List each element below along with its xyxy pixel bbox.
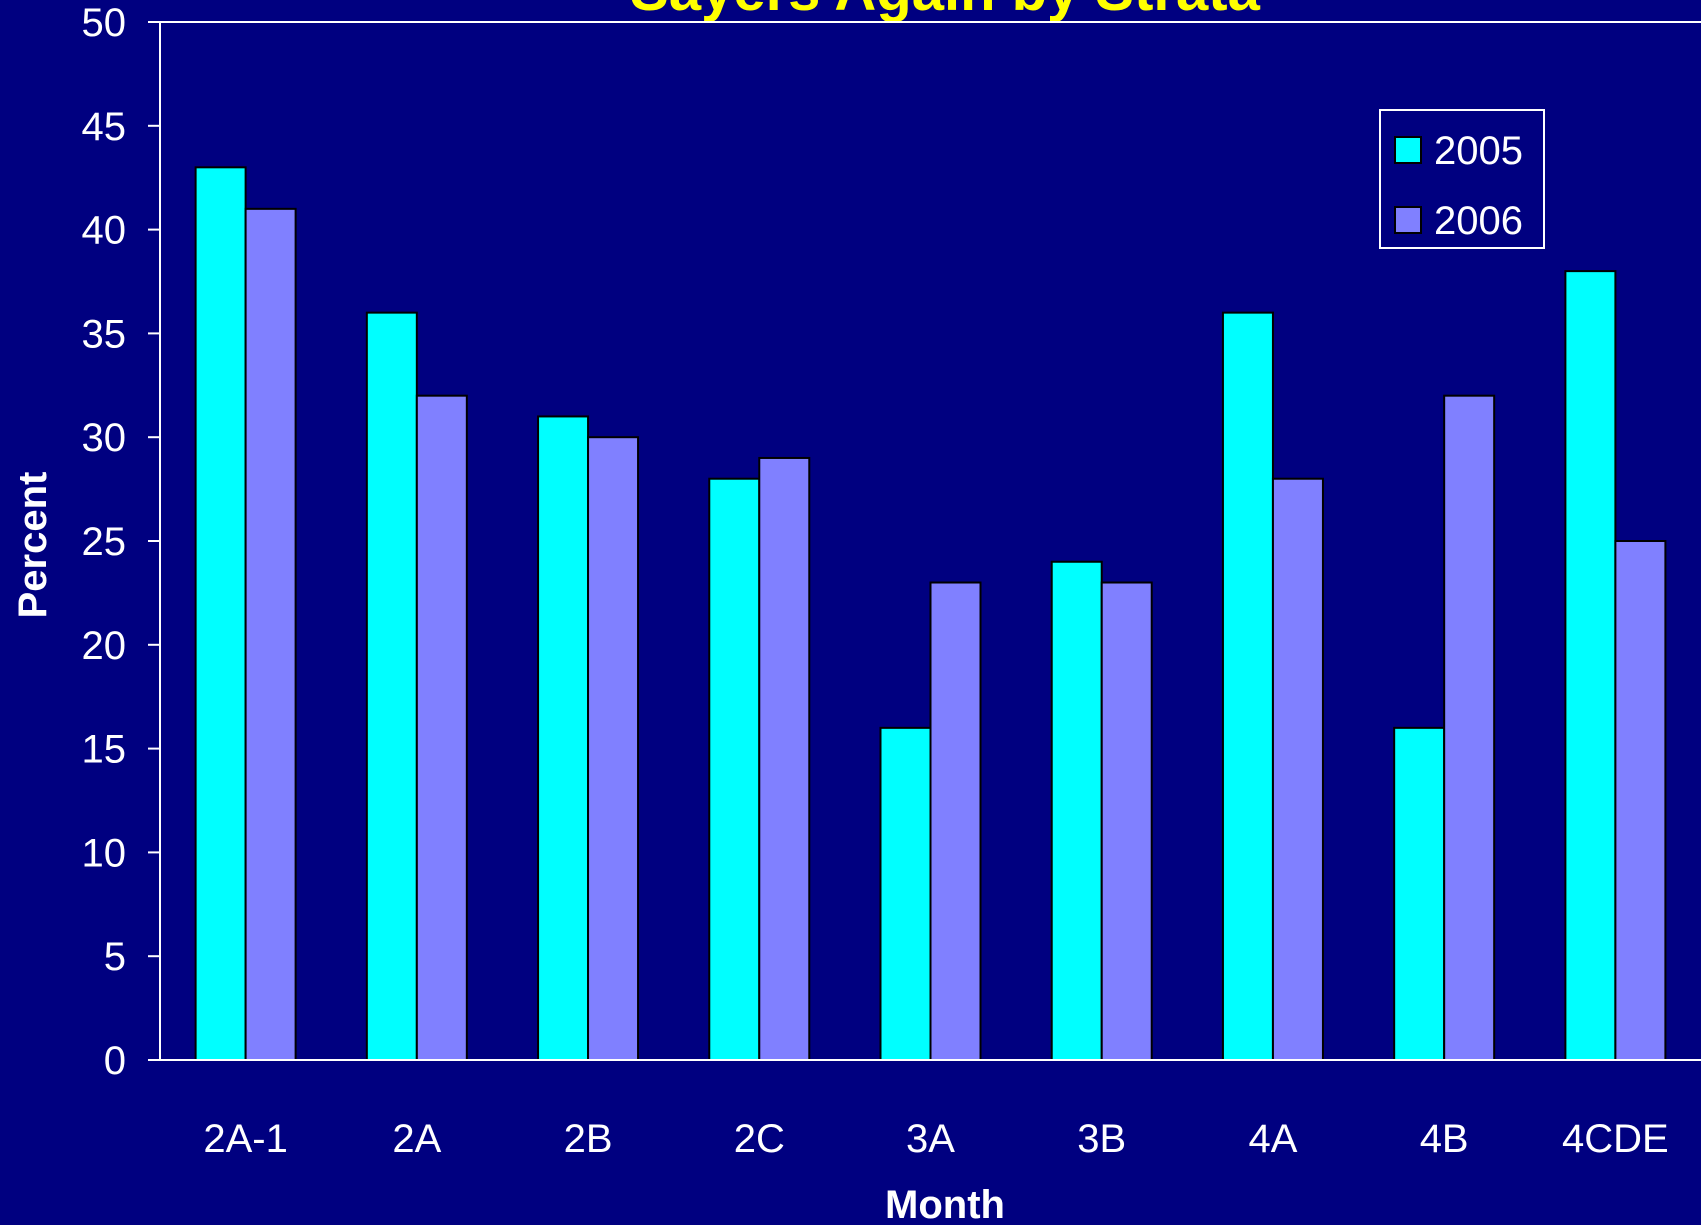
x-tick-label: 3B bbox=[1077, 1117, 1126, 1161]
legend-swatch-2005 bbox=[1394, 136, 1422, 164]
y-tick-label: 10 bbox=[82, 831, 127, 875]
bar-2005-2C bbox=[708, 477, 761, 1062]
y-tick-label: 0 bbox=[104, 1039, 126, 1083]
plot-area: 2A-1 2A 2B 2C 3A 3B 4A 4B 4CDE 0 5 10 15 20 25 30 35 40 45… bbox=[82, 1, 1701, 1161]
bar-2006-3A bbox=[929, 581, 982, 1062]
legend: 2005 2006 bbox=[1379, 109, 1545, 249]
bar-2006-2C bbox=[758, 456, 811, 1061]
legend-label-2006: 2006 bbox=[1434, 199, 1523, 243]
bar-2005-2A-1 bbox=[194, 166, 247, 1061]
legend-swatch-2006 bbox=[1394, 206, 1422, 234]
y-tick-label: 45 bbox=[82, 105, 127, 149]
x-tick-label: 2A-1 bbox=[203, 1117, 288, 1161]
bar-2005-3B bbox=[1050, 560, 1103, 1061]
y-tick-label: 50 bbox=[82, 1, 127, 45]
bar-2006-4CDE bbox=[1614, 540, 1667, 1061]
x-tick-label: 4B bbox=[1420, 1117, 1469, 1161]
bar-2006-2B bbox=[587, 436, 640, 1061]
x-tick-label: 2A bbox=[392, 1117, 441, 1161]
x-tick-label: 4A bbox=[1248, 1117, 1297, 1161]
y-tick-label: 20 bbox=[82, 624, 127, 668]
y-axis-title: Percent bbox=[11, 472, 55, 619]
x-tick-label: 2B bbox=[564, 1117, 613, 1161]
x-axis-title: Month bbox=[885, 1183, 1005, 1225]
bar-2006-2A-1 bbox=[244, 207, 297, 1061]
y-tick-label: 30 bbox=[82, 416, 127, 460]
bar-2005-2A bbox=[365, 311, 418, 1061]
bar-2005-4CDE bbox=[1564, 270, 1617, 1061]
y-tick-label: 40 bbox=[82, 209, 127, 253]
x-tick-label: 4CDE bbox=[1562, 1117, 1669, 1161]
bar-2005-4A bbox=[1221, 311, 1274, 1061]
y-tick-label: 15 bbox=[82, 728, 127, 772]
bar-2006-2A bbox=[415, 394, 468, 1061]
bar-2006-4A bbox=[1271, 477, 1324, 1062]
bar-2006-3B bbox=[1100, 581, 1153, 1062]
y-tick-label: 25 bbox=[82, 520, 127, 564]
bar-2006-4B bbox=[1443, 394, 1496, 1061]
bar-2005-4B bbox=[1393, 726, 1446, 1062]
x-tick-label: 2C bbox=[734, 1117, 785, 1161]
y-tick-label: 5 bbox=[104, 935, 126, 979]
x-tick-label: 3A bbox=[906, 1117, 955, 1161]
legend-label-2005: 2005 bbox=[1434, 129, 1523, 173]
chart-title: Sayers Again by Strata bbox=[630, 0, 1260, 23]
bar-2005-3A bbox=[879, 726, 932, 1062]
bar-2005-2B bbox=[537, 415, 590, 1061]
legend-frame bbox=[1379, 109, 1545, 249]
y-tick-label: 35 bbox=[82, 312, 127, 356]
